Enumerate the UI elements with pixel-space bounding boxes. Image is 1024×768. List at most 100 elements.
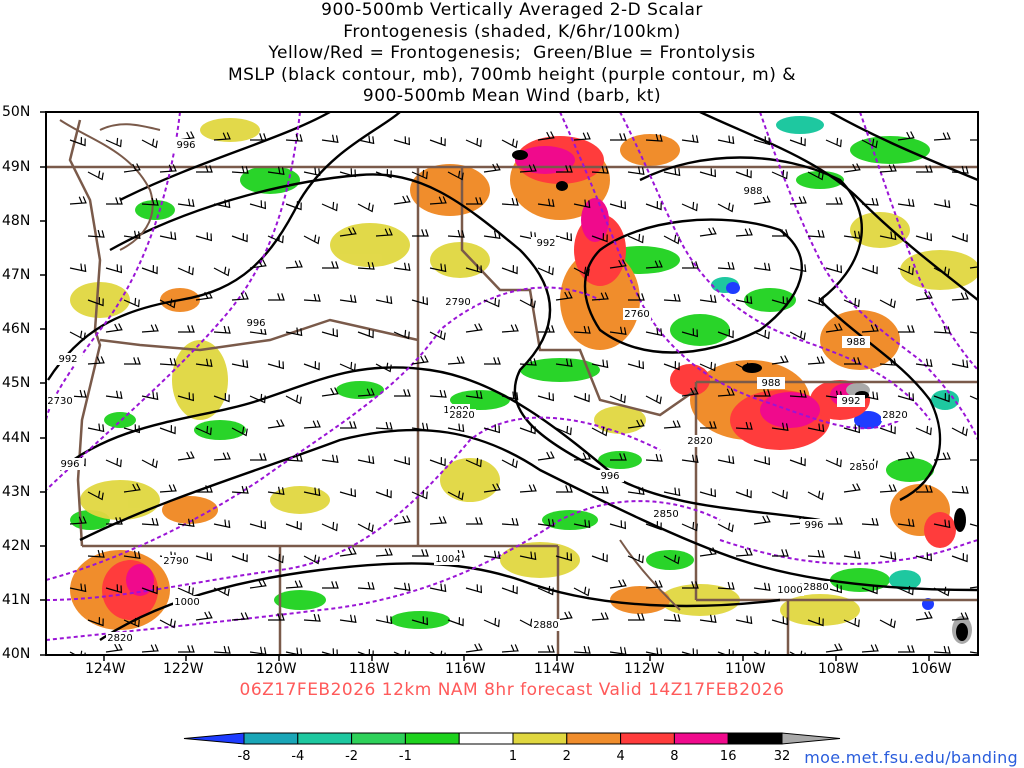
wind-barb [645, 521, 662, 531]
wind-barb [357, 455, 375, 465]
title-line: Frontogenesis (shaded, K/6hr/100km) [343, 21, 681, 42]
wind-barb [303, 234, 320, 245]
wind-barb [213, 645, 231, 654]
wind-barb [610, 133, 627, 141]
wind-barb [537, 585, 554, 596]
height-label: 2820 [687, 436, 712, 447]
wind-barb [339, 614, 357, 623]
wind-barb [627, 419, 645, 429]
wind-barb [915, 552, 933, 562]
colorbar-high-arrow [781, 732, 841, 745]
mslp-label-bg [54, 353, 82, 365]
wind-barb [645, 394, 662, 405]
wind-barb [735, 362, 752, 373]
wind-barb [159, 484, 177, 493]
wind-barb [754, 389, 771, 397]
wind-barb [87, 229, 105, 238]
lon-label: 118W [349, 661, 390, 677]
wind-barb [159, 231, 177, 241]
wind-barb [771, 489, 788, 500]
wind-barb [663, 167, 681, 177]
wind-barb [645, 647, 663, 655]
mslp-label-bg [757, 377, 785, 389]
wind-barb [753, 136, 771, 146]
mslp-label-bg [739, 185, 767, 197]
wind-barb [196, 165, 213, 173]
wind-barb [69, 196, 87, 205]
height-label: 2730 [47, 396, 72, 407]
wind-barb [267, 419, 285, 429]
wind-barb [501, 458, 518, 469]
wind-barb [123, 617, 140, 628]
wind-barb [753, 515, 771, 525]
wind-barb [105, 137, 122, 148]
wind-barb [556, 165, 573, 173]
wind-barb [411, 169, 428, 180]
lat-label: 50N [2, 104, 31, 120]
wind-barb [141, 585, 158, 595]
wind-barb [915, 611, 933, 621]
lat-label: 45N [2, 375, 31, 391]
frontogenesis-extreme [512, 150, 972, 644]
wind-barb [195, 291, 213, 301]
wind-barb [699, 547, 717, 557]
wind-barb [969, 203, 978, 207]
wind-barb [393, 515, 411, 525]
wind-barb [555, 611, 573, 621]
wind-barb [483, 163, 501, 173]
title-line: Yellow/Red = Frontogenesis; Green/Blue =… [268, 43, 756, 63]
wind-barb [717, 522, 734, 533]
wind-barb [285, 327, 303, 337]
credit-link[interactable]: moe.met.fsu.edu/banding [804, 748, 1018, 767]
wind-barb [717, 581, 735, 590]
wind-barb [429, 330, 446, 341]
wind-barb [105, 390, 123, 399]
wind-barb [412, 549, 429, 557]
wind-barb [699, 361, 716, 372]
wind-barb [825, 137, 842, 148]
wind-barb [429, 263, 447, 273]
wind-barb [213, 393, 230, 403]
wind-barb [141, 391, 159, 401]
wind-barb [501, 324, 519, 333]
wind-barb [897, 451, 915, 461]
wind-barb [231, 292, 249, 301]
colorbar-swatch [404, 732, 460, 745]
mslp-label-bg [776, 584, 804, 596]
wind-barb [177, 585, 194, 596]
wind-barb [123, 483, 141, 493]
wind-barb [195, 425, 212, 436]
wind-barb [321, 521, 338, 532]
wind-barb [393, 582, 411, 591]
wind-barb [897, 392, 915, 402]
wind-barb [844, 357, 861, 365]
wind-barb [681, 454, 699, 463]
wind-barb [573, 266, 590, 277]
lon-label: 116W [445, 661, 486, 677]
wind-barb [339, 168, 357, 178]
wind-barb [681, 387, 699, 397]
wind-barb [87, 170, 104, 181]
wind-barb [267, 233, 284, 244]
mslp-label-bg [842, 336, 870, 348]
wind-barb [141, 138, 158, 149]
wind-barb [681, 134, 699, 143]
height-label-bg [532, 619, 560, 631]
wind-barb [933, 266, 950, 277]
wind-barb [177, 198, 195, 207]
lat-label: 40N [2, 646, 31, 662]
wind-barb [591, 612, 609, 621]
wind-barb [501, 265, 518, 275]
wind-barb [501, 138, 518, 149]
wind-barb [772, 549, 789, 557]
wind-barb [556, 485, 573, 493]
wind-barb [951, 485, 969, 494]
wind-barb [861, 644, 879, 653]
wind-barb [861, 585, 878, 595]
wind-barb [591, 233, 608, 243]
wind-barb [772, 229, 789, 237]
height-label-bg [623, 308, 651, 320]
wind-barb [393, 136, 411, 146]
wind-barb [537, 518, 555, 527]
wind-barb [645, 327, 663, 337]
